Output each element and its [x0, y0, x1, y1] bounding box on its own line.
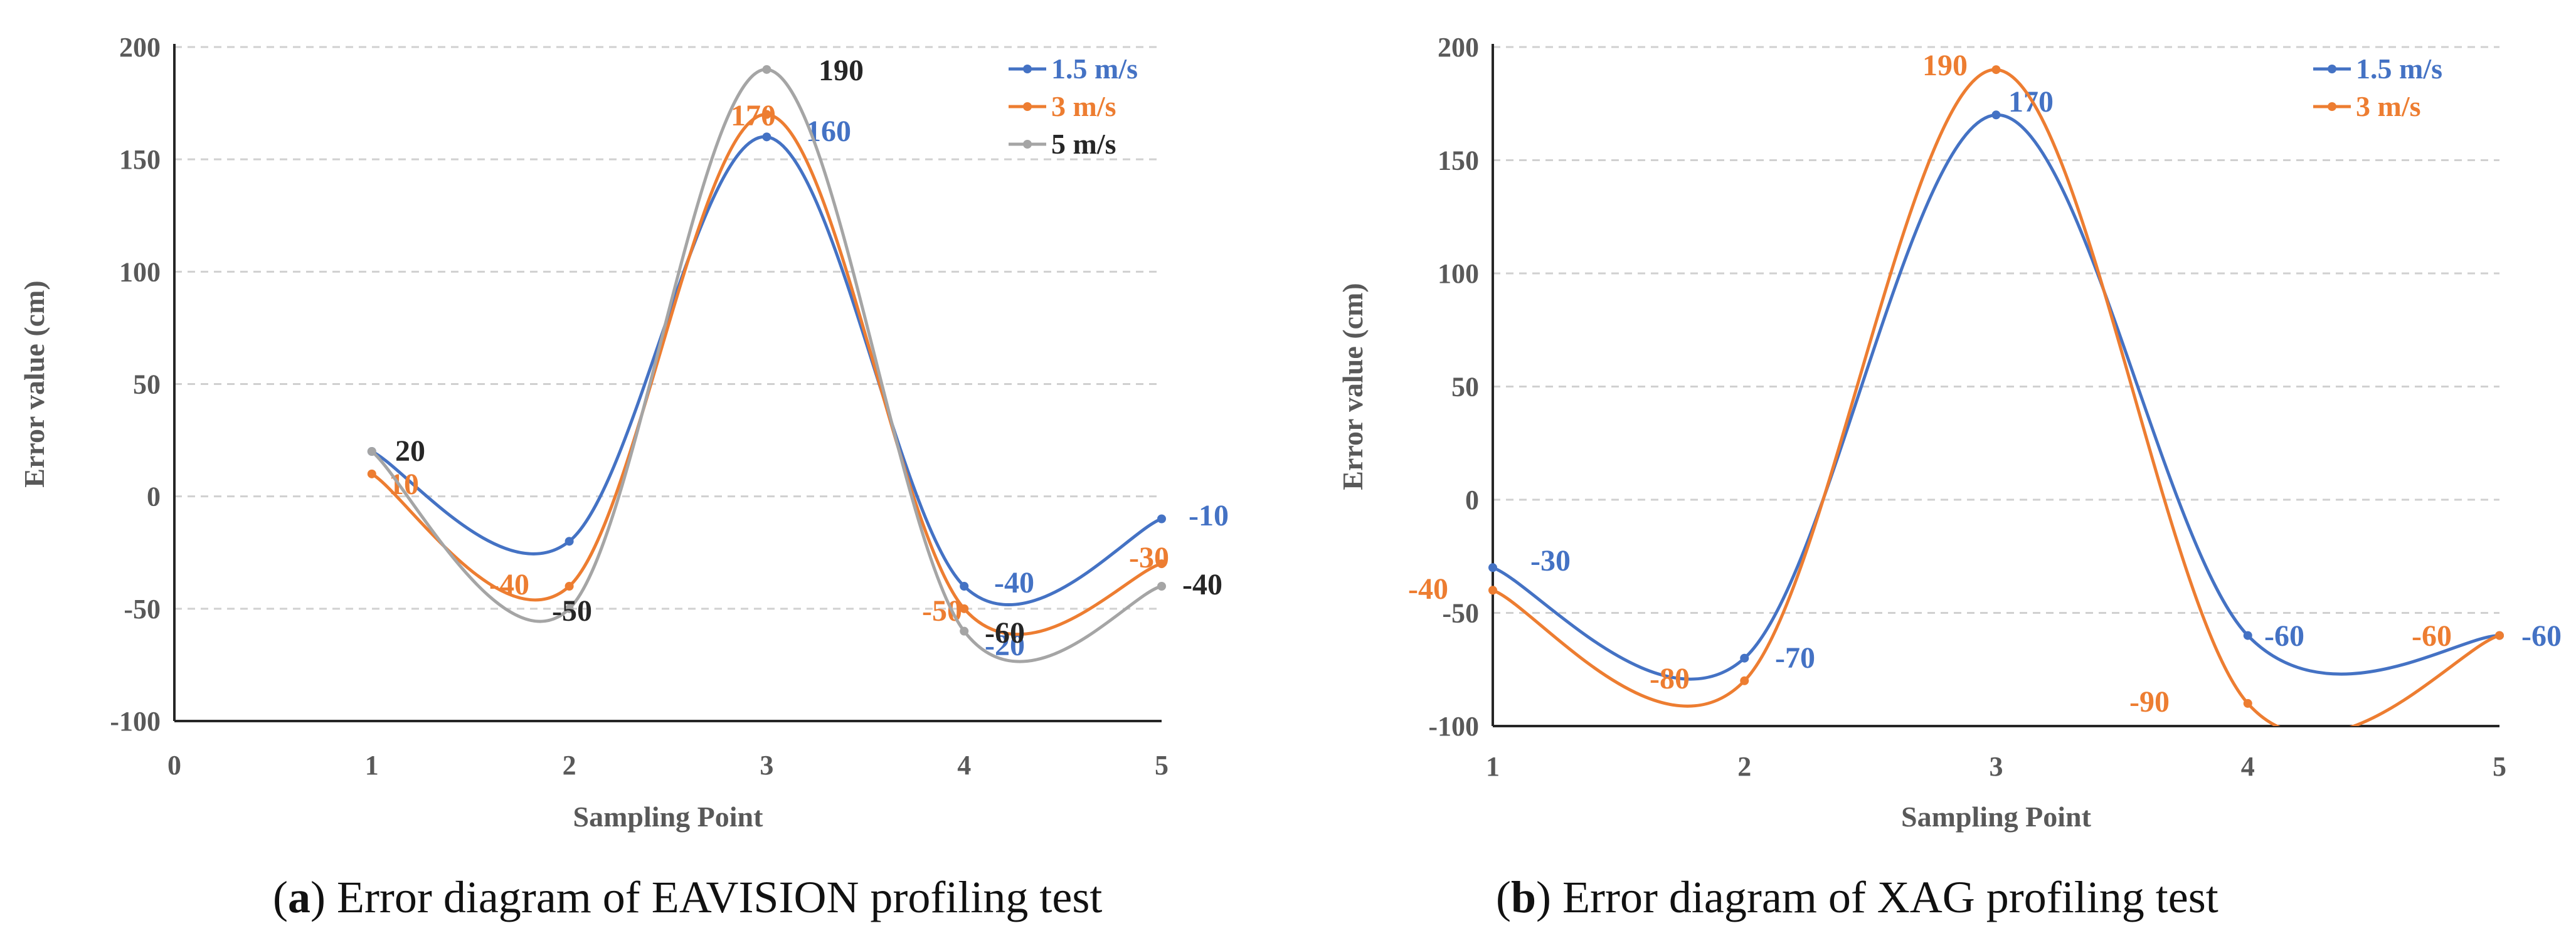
data-point	[1488, 563, 1497, 572]
data-point	[1157, 582, 1166, 591]
data-point	[960, 626, 969, 636]
data-point	[960, 582, 969, 591]
data-point	[1740, 676, 1749, 685]
legend-marker-2	[1023, 140, 1032, 149]
y-tick-label: 150	[1438, 145, 1479, 176]
series-line-1	[1492, 68, 2500, 726]
data-label: -70	[1775, 641, 1815, 675]
y-axis-title: Error value (cm)	[1337, 283, 1369, 490]
legend-marker-1	[2328, 102, 2336, 111]
caption-b: (b) Error diagram of XAG profiling test	[1496, 872, 2218, 922]
data-point	[1157, 514, 1166, 524]
caption-a: (a) Error diagram of EAVISION profiling …	[273, 872, 1103, 922]
data-label: 170	[731, 99, 776, 132]
x-tick-label: 5	[2493, 751, 2506, 782]
caption-a-text: Error diagram of EAVISION profiling test	[336, 872, 1103, 922]
x-axis-title: Sampling Point	[1901, 801, 2092, 833]
x-axis-title: Sampling Point	[573, 801, 764, 833]
data-label: -50	[922, 594, 962, 628]
data-label: 20	[395, 435, 425, 468]
legend-label-0: 1.5 m/s	[1051, 53, 1138, 85]
data-point	[564, 582, 574, 591]
data-label: 190	[1922, 49, 1968, 82]
data-point	[367, 447, 376, 456]
data-point	[2243, 698, 2252, 708]
data-label: -60	[985, 616, 1025, 650]
y-tick-label: -50	[1442, 598, 1479, 629]
legend-label-1: 3 m/s	[2356, 90, 2421, 122]
y-tick-label: 200	[1438, 32, 1479, 63]
y-tick-label: 200	[119, 32, 161, 63]
data-point	[564, 537, 574, 546]
x-tick-label: 1	[365, 750, 379, 781]
y-tick-label: 100	[119, 256, 161, 287]
y-tick-label: 150	[119, 144, 161, 175]
series-line-1	[371, 112, 1162, 636]
x-tick-label: 5	[1155, 750, 1169, 781]
data-label: -40	[1408, 572, 1448, 606]
caption-b-text: Error diagram of XAG profiling test	[1562, 872, 2218, 922]
data-label: -40	[489, 568, 529, 601]
data-point	[2495, 631, 2504, 640]
legend-marker-1	[1023, 102, 1032, 111]
caption-a-letter: a	[287, 872, 310, 922]
data-label: 160	[806, 115, 851, 148]
data-label: -10	[1189, 499, 1229, 532]
data-point	[1740, 653, 1749, 663]
legend-label-0: 1.5 m/s	[2356, 53, 2442, 85]
data-label: -50	[552, 594, 592, 628]
data-label: -60	[2264, 619, 2304, 653]
y-tick-label: 0	[1465, 485, 1479, 515]
x-tick-label: 2	[563, 750, 576, 781]
data-point	[960, 604, 969, 613]
data-label: -30	[1530, 544, 1571, 577]
y-tick-label: -100	[1428, 711, 1479, 742]
data-point	[1991, 110, 2001, 120]
data-point	[762, 65, 771, 74]
data-label: 190	[819, 54, 864, 87]
data-point	[367, 469, 376, 478]
x-tick-label: 1	[1486, 751, 1500, 782]
data-point	[564, 604, 574, 613]
chart-panel-a: -100 -50 0 50 100 150 200 0 1 2 3 4 5 Sampling Point E…	[18, 32, 1229, 833]
series-line-0	[371, 135, 1162, 606]
series-line-0	[1492, 113, 2500, 681]
y-axis-title: Error value (cm)	[18, 280, 50, 487]
legend-label-2: 5 m/s	[1051, 128, 1116, 160]
data-point	[762, 132, 771, 142]
legend-marker-0	[1023, 65, 1032, 73]
y-tick-label: 0	[147, 482, 161, 512]
data-label: -80	[1650, 662, 1690, 695]
chart-panel-b: -100 -50 0 50 100 150 200 1 2 3 4 5 Sampling Point Er…	[1337, 32, 2562, 833]
data-label: 10	[389, 468, 419, 501]
data-point	[1488, 586, 1497, 595]
data-label: -90	[2129, 685, 2170, 719]
data-label: -60	[2412, 619, 2452, 653]
data-point	[1991, 65, 2001, 75]
x-tick-label: 4	[957, 750, 971, 781]
y-tick-label: 50	[1451, 372, 1479, 403]
data-label: -30	[1129, 541, 1169, 574]
x-tick-label: 0	[167, 750, 181, 781]
data-label: -40	[1182, 568, 1222, 601]
legend-marker-0	[2328, 65, 2336, 73]
y-tick-label: 100	[1438, 258, 1479, 289]
x-tick-label: 3	[760, 750, 773, 781]
data-label: -60	[2521, 619, 2562, 653]
y-tick-label: -50	[124, 594, 161, 624]
x-tick-label: 2	[1737, 751, 1751, 782]
data-point	[762, 110, 771, 119]
legend-label-1: 3 m/s	[1051, 90, 1116, 122]
x-tick-label: 4	[2241, 751, 2255, 782]
data-point	[2243, 631, 2252, 640]
y-tick-label: 50	[133, 369, 161, 400]
y-tick-label: -100	[110, 706, 161, 737]
data-point	[1157, 559, 1166, 569]
x-tick-label: 3	[1990, 751, 2003, 782]
data-label: -40	[994, 566, 1034, 599]
caption-b-letter: b	[1510, 872, 1537, 922]
